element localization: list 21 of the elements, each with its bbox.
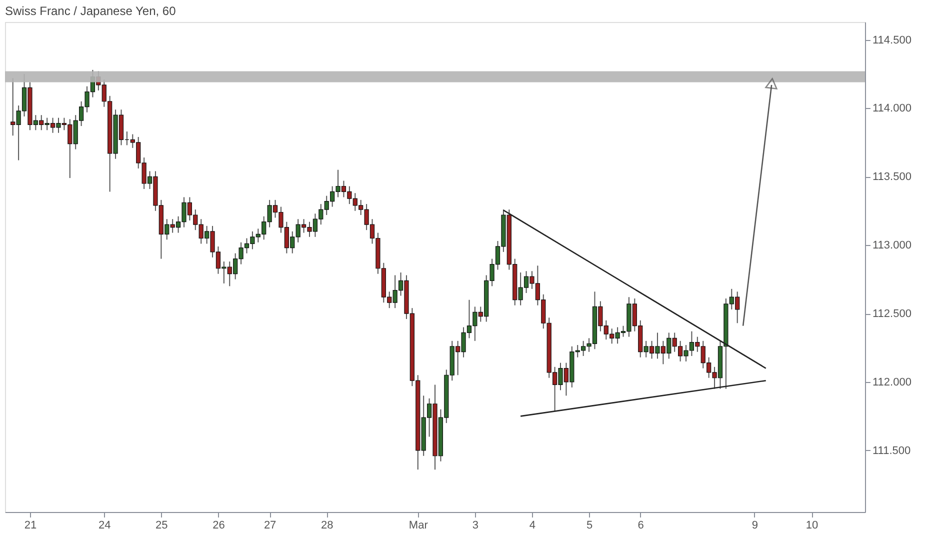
x-tick-label: 9 [752, 520, 758, 532]
y-tick-label: 114.000 [872, 102, 912, 115]
y-tick-label: 114.500 [872, 34, 912, 46]
x-tick-label: 25 [156, 520, 168, 532]
x-tick-label: 24 [98, 520, 111, 532]
x-tick-label: 28 [320, 520, 334, 532]
x-tick-label: 10 [806, 520, 818, 532]
x-tick-label: 6 [638, 520, 644, 532]
x-tick-label: 5 [586, 520, 593, 532]
x-tick-label: 26 [212, 520, 225, 532]
x-tick-label: 27 [264, 520, 276, 532]
x-tick-label: Mar [408, 520, 428, 532]
y-tick-label: 113.000 [872, 240, 912, 252]
y-tick-label: 111.500 [872, 444, 911, 457]
x-tick-label: 4 [529, 520, 536, 532]
chart-title: Swiss Franc / Japanese Yen, 60 [5, 4, 176, 18]
x-tick-label: 3 [472, 520, 478, 532]
y-tick-label: 112.500 [872, 308, 912, 320]
y-tick-label: 113.500 [872, 171, 912, 184]
y-tick-label: 112.000 [872, 376, 912, 388]
x-tick-label: 21 [24, 520, 37, 532]
